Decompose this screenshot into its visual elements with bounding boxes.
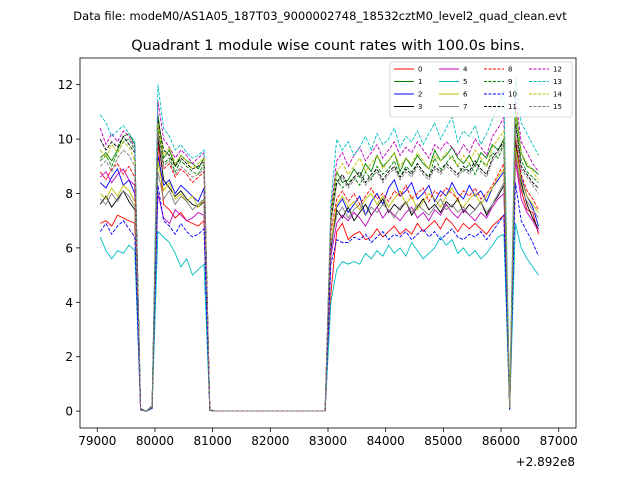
chart-title: Quadrant 1 module wise count rates with … [131, 38, 525, 54]
figure-suptitle: Data file: modeM0/AS1A05_187T03_90000027… [73, 9, 567, 23]
x-tick-label: 81000 [194, 434, 232, 448]
legend-frame [389, 61, 573, 118]
series-line-15 [99, 128, 539, 412]
x-tick-label: 85000 [424, 434, 462, 448]
legend-label-3: 3 [418, 103, 422, 111]
y-tick-label: 4 [65, 296, 73, 310]
x-axis: 79000 80000 81000 82000 83000 84000 85000 86000… [78, 428, 578, 448]
series-line-11 [99, 119, 539, 412]
y-tick-label: 10 [58, 133, 73, 147]
legend-label-5: 5 [463, 78, 467, 86]
y-tick-label: 12 [58, 78, 73, 92]
x-tick-label: 86000 [482, 434, 520, 448]
y-tick-label: 6 [65, 241, 73, 255]
legend-label-10: 10 [508, 91, 517, 99]
x-tick-label: 79000 [78, 434, 116, 448]
y-tick-label: 8 [65, 187, 73, 201]
legend-label-2: 2 [418, 91, 422, 99]
legend-label-15: 15 [553, 103, 562, 111]
legend-label-7: 7 [463, 103, 467, 111]
series-line-8 [99, 130, 539, 412]
legend-label-4: 4 [463, 66, 468, 74]
legend-label-12: 12 [553, 66, 562, 74]
x-tick-label: 82000 [251, 434, 289, 448]
y-tick-label: 2 [65, 350, 73, 364]
x-tick-label: 84000 [367, 434, 405, 448]
series-layer [99, 76, 539, 412]
x-tick-label: 80000 [136, 434, 174, 448]
legend-label-11: 11 [508, 103, 517, 111]
legend-label-9: 9 [508, 78, 512, 86]
x-tick-label: 83000 [309, 434, 347, 448]
x-tick-label: 87000 [540, 434, 578, 448]
legend-label-14: 14 [553, 91, 562, 99]
legend-label-13: 13 [553, 78, 562, 86]
legend-label-0: 0 [418, 66, 422, 74]
legend-label-8: 8 [508, 66, 512, 74]
y-axis: 0 2 4 6 8 10 12 [58, 78, 80, 419]
plot-area: 79000 80000 81000 82000 83000 84000 85000 86000… [58, 57, 578, 469]
legend-label-1: 1 [418, 78, 422, 86]
legend-label-6: 6 [463, 91, 468, 99]
x-offset-label: +2.892e8 [516, 455, 575, 469]
y-tick-label: 0 [65, 405, 73, 419]
series-line-9 [99, 117, 539, 412]
